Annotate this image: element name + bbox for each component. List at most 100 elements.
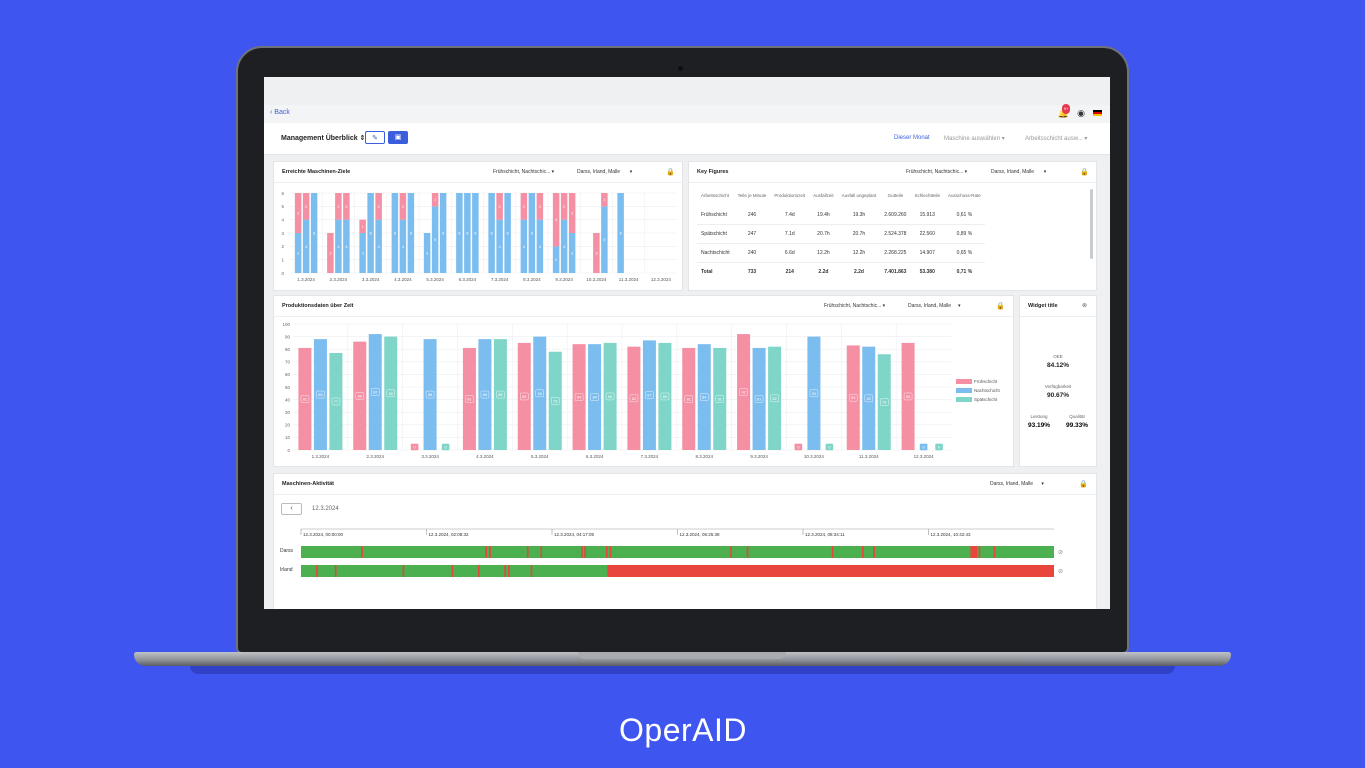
y-tick-label: 0 [281, 271, 284, 276]
lock-icon[interactable]: 🔒 [996, 303, 1005, 310]
stop-segment [970, 546, 978, 558]
data-label-box [739, 388, 748, 396]
table-cell: 15.913 [910, 206, 944, 225]
kf-column-header[interactable]: Teile je Minute [737, 193, 767, 198]
bar-data-label: 4 [499, 245, 501, 249]
kf-column-header[interactable]: Schlechtteile [914, 193, 940, 198]
x-tick-label: 2.3.2024 [366, 454, 384, 459]
x-tick-label: 2.3.2024 [330, 277, 348, 282]
bell-icon[interactable]: 🔔9+ [1058, 104, 1071, 118]
save-button[interactable]: ▣ [388, 131, 408, 144]
bar-data-label: 1 [434, 198, 436, 202]
period-filter[interactable]: Dieser Monat [894, 135, 930, 141]
bar-missed [327, 233, 334, 273]
goals-shift-filter[interactable]: Frühschicht, Nachtschic... ▾ [493, 169, 555, 175]
bar-data-label: 81 [718, 397, 722, 401]
bar-missed [343, 193, 350, 220]
german-flag-icon[interactable] [1093, 110, 1102, 116]
table-cell: Frühschicht [697, 206, 734, 225]
goals-machine-filter[interactable]: Darss, Irland, Malle ▾ [577, 169, 633, 175]
scrollbar[interactable] [1090, 189, 1093, 259]
page-title[interactable]: Management Überblick ⇕ [281, 135, 366, 142]
bar-achieved [359, 233, 366, 273]
kf-column-header[interactable]: Ausfall ungeplant [841, 193, 877, 198]
x-tick-label: 7.3.2024 [641, 454, 659, 459]
data-label-box [715, 395, 724, 403]
stop-segment [402, 565, 405, 577]
bar-data-label: 6 [531, 232, 533, 236]
kf-column-header[interactable]: Ausschuss-Rate [947, 193, 981, 198]
table-row: Total 733 214 2.2d 2.2d 7.401.863 53.380 0,71 % [697, 263, 985, 282]
prev-day-button[interactable]: ‹ [281, 503, 302, 515]
prod-shift-filter[interactable]: Frühschicht, Nachtschic... ▾ [824, 303, 886, 309]
kf-column-header[interactable]: Produktionszeit [774, 193, 806, 198]
camera-dot [678, 66, 683, 71]
bar-data-label: 90 [389, 392, 393, 396]
availability-value: 90.67% [1046, 392, 1070, 399]
key-figures-table: Arbeitsschicht Teile je Minute Produktions… [697, 193, 985, 281]
table-cell: 240 [733, 243, 771, 263]
bar-data-label: 88 [498, 393, 502, 397]
quality-label: Qualität [1069, 414, 1085, 419]
table-row: Spätschicht 247 7.1d 20.7h 20.7h 2.524.378 22.… [697, 224, 985, 244]
stop-segment [581, 546, 583, 558]
machine-label: Irland [280, 567, 293, 573]
close-icon[interactable]: ⊗ [1082, 303, 1088, 309]
bar-data-label: 84 [592, 396, 596, 400]
info-icon: ⊘ [1058, 550, 1063, 556]
machine-select[interactable]: Maschine auswählen ▾ [944, 136, 1005, 142]
table-cell: 2.609.260 [880, 206, 911, 225]
kf-column-header[interactable]: Arbeitsschicht [701, 193, 730, 198]
bar-missed [302, 193, 310, 220]
user-icon[interactable]: ◉ [1077, 108, 1085, 118]
x-tick-label: 10.3.2024 [804, 454, 825, 459]
bar-achieved [504, 193, 511, 273]
running-segment [301, 546, 1054, 558]
info-icon: ⊘ [1058, 569, 1063, 575]
bar-data-label: 6 [474, 232, 476, 236]
kf-shift-filter[interactable]: Frühschicht, Nachtschic... ▾ [906, 169, 968, 175]
kf-column-header[interactable]: Ausfallzeit [813, 193, 834, 198]
kf-body: Frühschicht 246 7.4d 19.4h 19.3h 2.609.260 15.… [697, 206, 985, 281]
shift-select[interactable]: Arbeitsschicht ausw... ▾ [1025, 136, 1088, 142]
bar-data-label: 6 [394, 232, 396, 236]
data-label-box [919, 443, 928, 451]
shift-select-text: Arbeitsschicht ausw... [1025, 136, 1083, 142]
laptop-notch [578, 652, 786, 659]
timestamp-label: 12.3.2024, 04:17:05 [554, 532, 595, 537]
bar-achieved [302, 219, 310, 273]
table-cell: 2.524.378 [880, 224, 911, 244]
y-tick-label: 70 [285, 360, 291, 365]
bar-data-label: 84 [702, 396, 706, 400]
bar-data-label: 3 [426, 252, 428, 256]
table-cell: 12.2h [837, 243, 881, 263]
data-label-box [316, 390, 325, 399]
kf-machine-filter[interactable]: Darss, Irland, Malle ▾ [991, 169, 1047, 175]
stop-segment [978, 546, 981, 558]
bar-missed [568, 193, 576, 233]
lock-icon[interactable]: 🔒 [666, 169, 675, 176]
bar-data-label: 88 [483, 393, 487, 397]
page-header: Management Überblick ⇕ ✎ ▣ Dieser Monat … [264, 123, 1110, 155]
bar-data-label: 88 [318, 393, 322, 397]
bar-data-label: 6 [442, 232, 444, 236]
bar-achieved [552, 246, 560, 273]
kf-column-header[interactable]: Gutteile [887, 193, 904, 198]
x-tick-label: 5.3.2024 [426, 277, 444, 282]
data-label-box [770, 394, 779, 403]
timestamp-label: 12.3.2024, 06:25:38 [680, 532, 721, 537]
lock-icon[interactable]: 🔒 [1080, 169, 1089, 176]
prod-machine-filter[interactable]: Darss, Irland, Malle ▾ [908, 303, 961, 309]
stop-segment [485, 546, 488, 558]
data-label-box [410, 443, 419, 451]
activity-machine-filter[interactable]: Darss, Irland, Malle ▾ [990, 481, 1044, 487]
legend-entry: Frühschicht [974, 379, 998, 384]
edit-button[interactable]: ✎ [365, 131, 385, 144]
lock-icon[interactable]: 🔒 [1079, 481, 1088, 488]
data-label-box [754, 395, 764, 403]
x-tick-label: 10.3.2024 [586, 277, 607, 282]
x-tick-label: 9.3.2024 [750, 454, 768, 459]
timestamp-label: 12.3.2024, 08:34:11 [805, 532, 845, 537]
bar-data-label: 4 [555, 218, 557, 222]
back-link[interactable]: ‹ Back [270, 109, 290, 116]
